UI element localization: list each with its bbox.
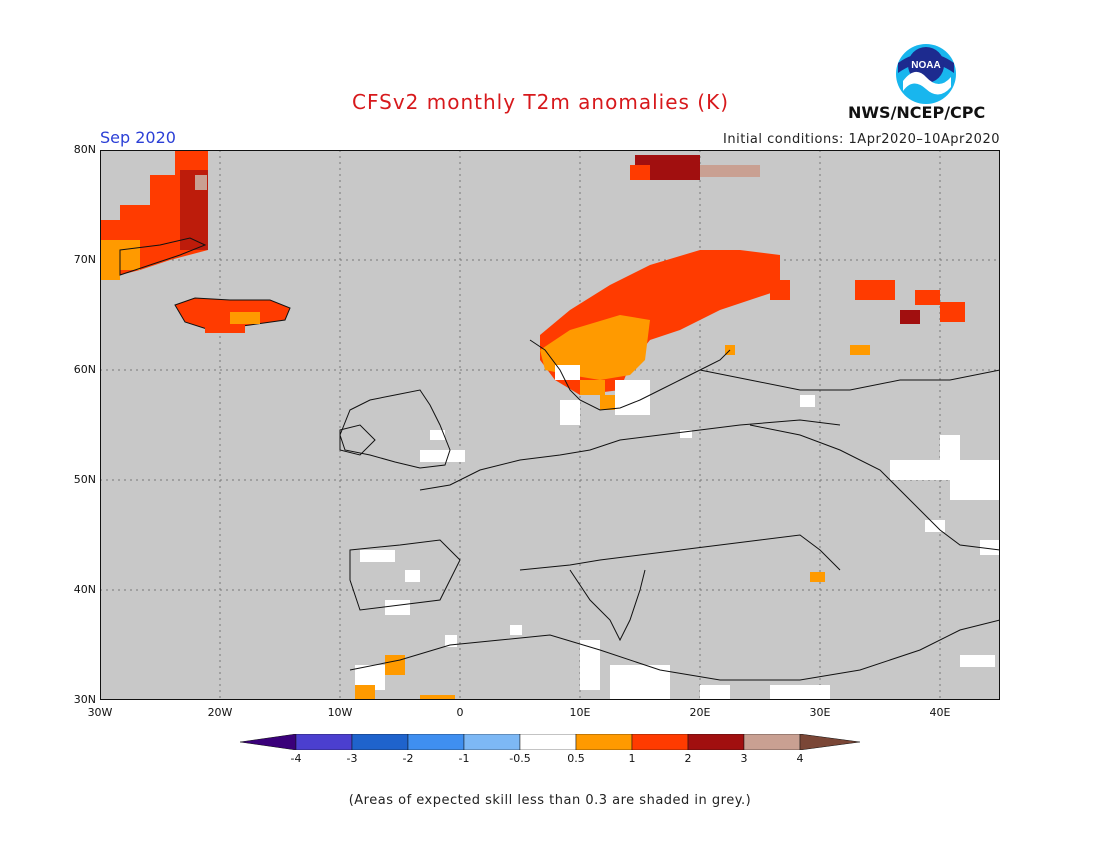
colorbar-tick: 4 (796, 752, 804, 765)
lon-label-0: 0 (456, 706, 464, 719)
colorbar-tick: 3 (740, 752, 748, 765)
colorbar-swatch-1 (295, 734, 353, 750)
greenland-anomaly (100, 150, 208, 280)
lon-label-20e: 20E (689, 706, 711, 719)
map-gridlines (100, 150, 1000, 700)
lon-label-10w: 10W (327, 706, 353, 719)
lat-label-60n: 60N (73, 363, 96, 376)
lat-label-30n: 30N (73, 693, 96, 706)
logo-text: NOAA (911, 60, 940, 71)
colorbar-tick: 2 (684, 752, 692, 765)
colorbar-swatch-4 (463, 734, 521, 750)
colorbar-swatch-8 (687, 734, 745, 750)
lon-label-40e: 40E (929, 706, 951, 719)
colorbar-low-arrow (240, 734, 297, 750)
colorbar-tick: -3 (346, 752, 358, 765)
footnote: (Areas of expected skill less than 0.3 a… (348, 793, 752, 808)
lon-label-10e: 10E (569, 706, 591, 719)
colorbar-swatch-2 (351, 734, 409, 750)
initial-conditions: Initial conditions: 1Apr2020–10Apr2020 (723, 132, 1000, 147)
coastlines (339, 339, 1000, 681)
svalbard-anomaly (630, 155, 760, 180)
colorbar-tick: -4 (290, 752, 302, 765)
lat-label-80n: 80N (73, 143, 96, 156)
colorbar-tick: -0.5 (509, 752, 531, 765)
agency-label: NWS/NCEP/CPC (848, 103, 986, 122)
colorbar (240, 734, 860, 750)
chart-title: CFSv2 monthly T2m anomalies (K) (352, 90, 729, 114)
lat-label-40n: 40N (73, 583, 96, 596)
lat-label-50n: 50N (73, 473, 96, 486)
scandinavia-anomaly (540, 250, 965, 425)
lon-label-30w: 30W (87, 706, 113, 719)
anomaly-map (100, 150, 1000, 700)
colorbar-tick: -1 (458, 752, 470, 765)
colorbar-tick: -2 (402, 752, 414, 765)
colorbar-tick: 0.5 (567, 752, 585, 765)
colorbar-swatch-5 (519, 734, 577, 750)
colorbar-tick: 1 (628, 752, 636, 765)
colorbar-swatch-9 (743, 734, 801, 750)
noaa-logo-icon: NOAA (896, 44, 956, 104)
lon-label-20w: 20W (207, 706, 233, 719)
colorbar-swatch-3 (407, 734, 465, 750)
lon-label-30e: 30E (809, 706, 831, 719)
colorbar-swatch-7 (631, 734, 689, 750)
lat-label-70n: 70N (73, 253, 96, 266)
iceland-anomaly (174, 297, 291, 333)
forecast-month: Sep 2020 (100, 128, 176, 147)
colorbar-high-arrow (799, 734, 860, 750)
colorbar-swatch-6 (575, 734, 633, 750)
